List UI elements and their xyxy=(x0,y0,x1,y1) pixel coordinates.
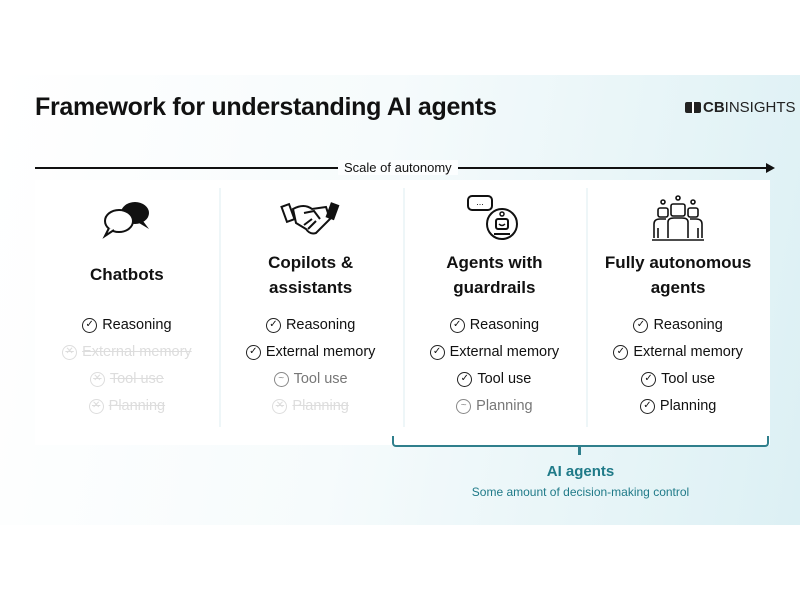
feature-item: ✓ Planning xyxy=(586,393,770,420)
feature-label: Planning xyxy=(292,398,349,414)
group-subtitle: Some amount of decision-making control xyxy=(471,485,690,499)
svg-text:...: ... xyxy=(477,197,485,207)
feature-item: ✕ Planning xyxy=(35,393,219,420)
column-title: Agents with guardrails xyxy=(446,253,543,297)
feature-label: Tool use xyxy=(477,371,532,387)
feature-label: Reasoning xyxy=(653,317,723,333)
column-fully-autonomous-agents: Fully autonomous agents ✓ Reasoning ✓ Extern… xyxy=(586,180,770,445)
logo-mark-icon xyxy=(685,102,701,113)
feature-label: Tool use xyxy=(661,371,716,387)
x-circle-icon: ✕ xyxy=(62,345,78,360)
feature-item: ✕ Planning xyxy=(219,393,403,420)
check-circle-icon: ✓ xyxy=(449,318,465,333)
feature-item: ✓ External memory xyxy=(586,339,770,366)
check-circle-icon: ✓ xyxy=(82,318,98,333)
page-title: Framework for understanding AI agents xyxy=(35,93,497,121)
check-circle-icon: ✓ xyxy=(457,372,473,387)
column-title: Chatbots xyxy=(90,265,164,284)
feature-label: External memory xyxy=(449,344,560,360)
feature-item: ✓ Reasoning xyxy=(219,312,403,339)
feature-list: ✓ Reasoning ✓ External memory ✓ Tool use ~ Plan… xyxy=(403,312,587,420)
feature-item: ✕ Tool use xyxy=(35,366,219,393)
check-circle-icon: ✓ xyxy=(633,318,649,333)
feature-label: Reasoning xyxy=(469,317,540,333)
feature-label: External memory xyxy=(633,344,743,360)
feature-item: ~ Tool use xyxy=(219,366,403,393)
feature-label: Planning xyxy=(659,398,717,414)
cb-insights-logo: CB INSIGHTS xyxy=(685,99,796,116)
robot-chat-icon: ... xyxy=(403,190,587,248)
x-circle-icon: ✕ xyxy=(272,399,288,414)
column-copilots-assistants: Copilots & assistants ✓ Reasoning ✓ External… xyxy=(218,180,403,445)
arrow-icon xyxy=(766,163,775,173)
tilde-circle-icon: ~ xyxy=(273,372,289,387)
feature-item: ✓ External memory xyxy=(403,339,587,366)
column-title: Copilots & assistants xyxy=(268,253,354,297)
check-circle-icon: ✓ xyxy=(429,345,445,360)
feature-item: ✓ Tool use xyxy=(403,366,587,393)
x-circle-icon: ✕ xyxy=(88,399,104,414)
feature-label: Planning xyxy=(108,398,166,414)
feature-list: ✓ Reasoning ✓ External memory ✓ Tool use ✓ Plan… xyxy=(586,312,770,420)
feature-item: ✓ Reasoning xyxy=(403,312,587,339)
bracket-tick xyxy=(578,445,581,455)
tilde-circle-icon: ~ xyxy=(456,399,472,414)
check-circle-icon: ✓ xyxy=(613,345,629,360)
feature-label: External memory xyxy=(265,344,376,360)
feature-item: ~ Planning xyxy=(403,393,587,420)
feature-label: Reasoning xyxy=(102,317,172,333)
column-title: Fully autonomous agents xyxy=(604,253,752,297)
columns-panel: Chatbots ✓ Reasoning ✕ External memory ✕ Tool … xyxy=(35,180,770,445)
feature-label: External memory xyxy=(82,344,192,360)
feature-label: Reasoning xyxy=(285,317,356,333)
feature-label: Tool use xyxy=(293,371,348,387)
feature-item: ✓ External memory xyxy=(219,339,403,366)
chat-bubbles-icon xyxy=(35,190,219,248)
check-circle-icon: ✓ xyxy=(245,345,261,360)
handshake-icon xyxy=(219,190,403,248)
robot-group-icon xyxy=(586,190,770,248)
feature-label: Planning xyxy=(476,398,533,414)
group-title: AI agents xyxy=(546,463,615,480)
feature-label: Tool use xyxy=(109,371,164,387)
feature-list: ✓ Reasoning ✕ External memory ✕ Tool use ✕ Plan… xyxy=(35,312,219,420)
check-circle-icon: ✓ xyxy=(639,399,655,414)
logo-bold: CB xyxy=(703,99,725,116)
column-agents-with-guardrails: ... Agents with guardrails ✓ Reasoning ✓ Exte… xyxy=(402,180,587,445)
check-circle-icon: ✓ xyxy=(641,372,657,387)
feature-item: ✓ Reasoning xyxy=(586,312,770,339)
logo-light: INSIGHTS xyxy=(724,99,796,116)
feature-item: ✓ Tool use xyxy=(586,366,770,393)
column-chatbots: Chatbots ✓ Reasoning ✕ External memory ✕ Tool … xyxy=(35,180,219,445)
x-circle-icon: ✕ xyxy=(89,372,105,387)
feature-list: ✓ Reasoning ✓ External memory ~ Tool use ✕ Plan… xyxy=(219,312,403,420)
check-circle-icon: ✓ xyxy=(265,318,281,333)
feature-item: ✕ External memory xyxy=(35,339,219,366)
axis-label: Scale of autonomy xyxy=(338,160,458,175)
feature-item: ✓ Reasoning xyxy=(35,312,219,339)
